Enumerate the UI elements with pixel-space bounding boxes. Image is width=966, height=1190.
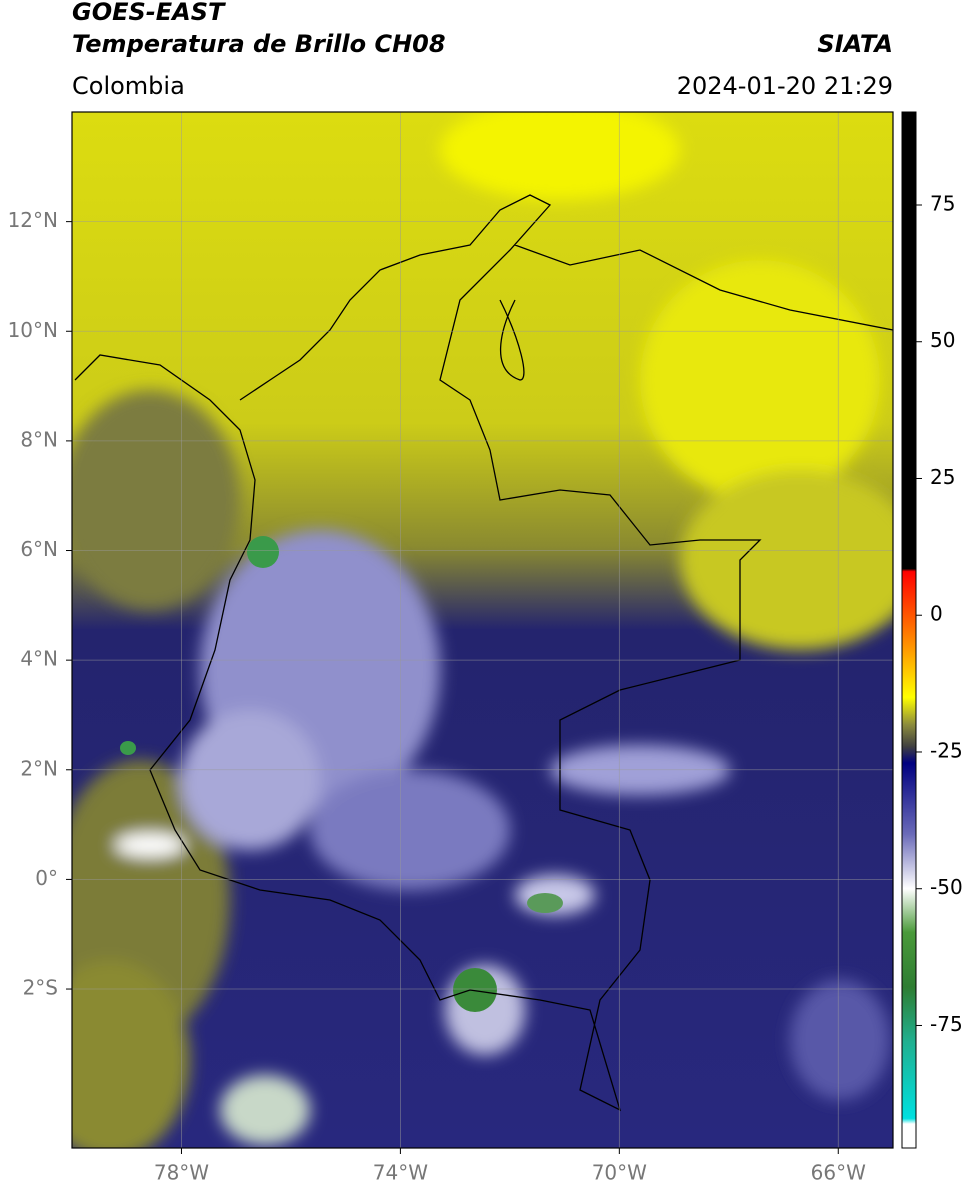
x-tick-label: 78°W [154,1161,209,1185]
y-tick-label: 4°N [20,647,58,671]
y-tick-label: 10°N [8,318,58,342]
satellite-image [72,112,893,1148]
colorbar [901,111,917,1149]
title-line1: GOES-EAST [72,0,226,26]
x-tick-label: 74°W [373,1161,428,1185]
y-tick-label: 8°N [20,427,58,451]
y-tick-label: 2°S [23,976,58,1000]
colorbar-tick-label: 75 [930,191,955,215]
colorbar-tick-label: -50 [930,875,963,899]
title-line2: Temperatura de Brillo CH08 [72,30,446,58]
colorbar-tick-label: -75 [930,1012,963,1036]
grid [72,112,893,1148]
colorbar-tick-label: 0 [930,602,943,626]
y-tick-label: 2°N [20,756,58,780]
y-tick-label: 6°N [20,537,58,561]
colorbar-tick-label: 50 [930,328,955,352]
map-frame [71,111,894,1149]
timestamp: 2024-01-20 21:29 [677,72,893,100]
y-tick-label: 0° [35,866,58,890]
region: Colombia [72,72,185,100]
x-tick-label: 70°W [592,1161,647,1185]
source: SIATA [817,30,893,58]
colorbar-tick-label: 25 [930,465,955,489]
x-tick-label: 66°W [811,1161,866,1185]
y-tick-label: 12°N [8,208,58,232]
colorbar-tick-label: -25 [930,738,963,762]
